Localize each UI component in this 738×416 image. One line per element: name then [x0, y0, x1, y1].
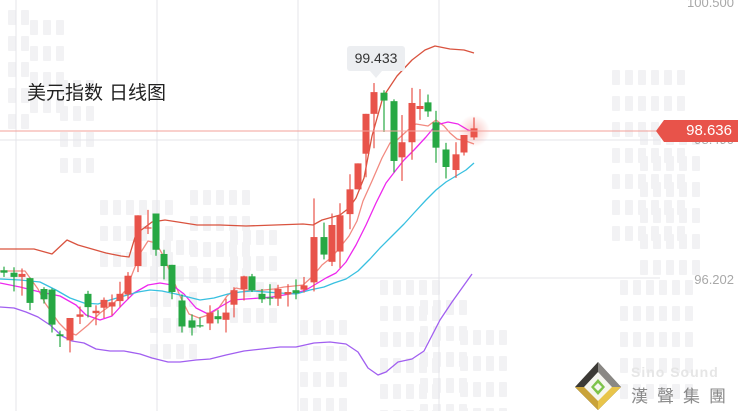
diamond-logo-icon [575, 362, 621, 410]
y-axis-label-top: 100.500 [687, 0, 734, 10]
current-price-line [0, 115, 664, 147]
logo-text: 漢聲集團 [631, 387, 735, 407]
y-axis-label-low: 96.202 [694, 272, 734, 287]
grid-lines [0, 0, 660, 411]
high-price-tooltip: 99.433 [347, 46, 405, 78]
company-logo: Sino Sound 漢聲集團 [573, 360, 738, 411]
indicator-lines [0, 45, 475, 376]
logo-subtext: Sino Sound [631, 364, 719, 380]
current-price-tag: 98.636 [656, 120, 738, 142]
chart-title: 美元指数 日线图 [27, 82, 167, 104]
candles [0, 83, 478, 353]
